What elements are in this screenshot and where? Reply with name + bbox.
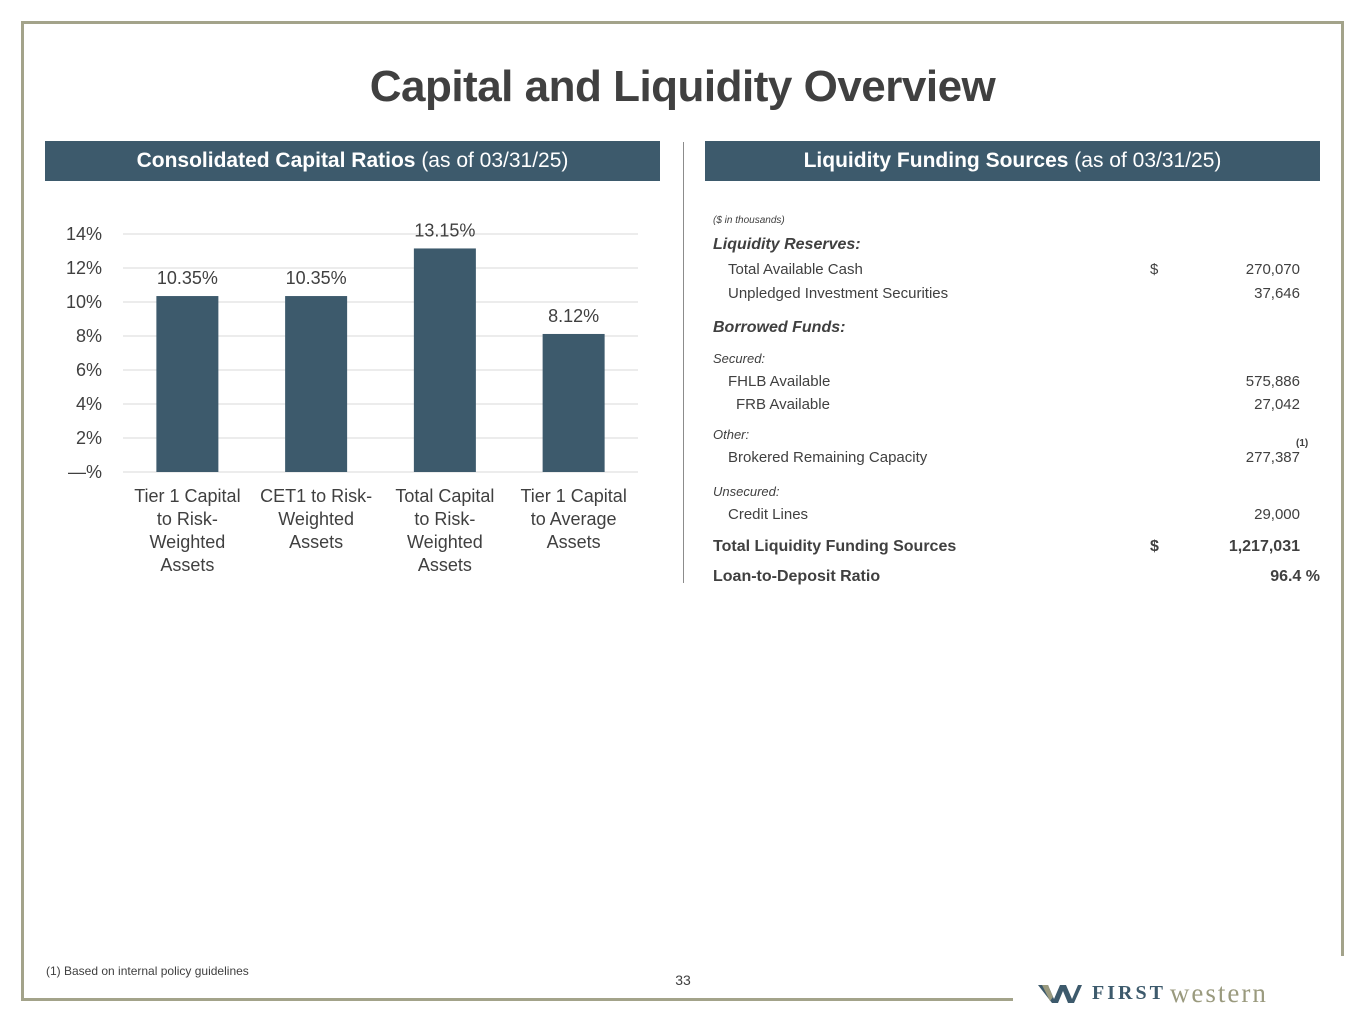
panel-divider xyxy=(683,142,684,583)
x-tick-label-line: Assets xyxy=(418,555,472,575)
liquidity-header-bold: Liquidity Funding Sources xyxy=(803,149,1069,172)
capital-ratios-header: Consolidated Capital Ratios (as of 03/31… xyxy=(45,141,660,181)
liquidity-table: ($ in thousands) Liquidity Reserves: Tot… xyxy=(713,205,1333,605)
x-tick-label: Total Capital to Risk- Weighted Assets xyxy=(395,486,494,575)
brokered-footnote-marker: (1) xyxy=(1296,438,1309,449)
capital-ratios-chart: —% 2% 4% 6% 8% 10% 12% 14% 10.35% Tier 1 Capital t… xyxy=(66,220,638,575)
frame-bottom xyxy=(21,998,1013,1001)
x-tick-label: CET1 to Risk- Weighted Assets xyxy=(260,486,372,552)
x-tick-label-line: Weighted xyxy=(407,532,483,552)
y-tick-label: —% xyxy=(68,462,102,482)
capital-ratios-header-bold: Consolidated Capital Ratios xyxy=(136,149,416,172)
x-tick-label-line: Weighted xyxy=(278,509,354,529)
total-available-cash-label: Total Available Cash xyxy=(728,261,863,278)
brokered-label: Brokered Remaining Capacity xyxy=(728,449,928,466)
bar xyxy=(285,296,348,472)
bar-value-label: 8.12% xyxy=(548,306,599,326)
y-tick-label: 12% xyxy=(66,258,102,278)
liquidity-header-date: (as of 03/31/25) xyxy=(1074,149,1222,172)
fhlb-value: 575,886 xyxy=(1245,373,1300,390)
capital-ratios-header-date: (as of 03/31/25) xyxy=(421,149,569,172)
units-note: ($ in thousands) xyxy=(713,215,785,226)
x-tick-label-line: Assets xyxy=(289,532,343,552)
bar-value-label: 10.35% xyxy=(286,268,347,288)
company-logo: FIRST western xyxy=(1038,978,1268,1009)
x-tick-label-line: Tier 1 Capital xyxy=(134,486,240,506)
total-funding-currency: $ xyxy=(1150,538,1159,555)
x-tick-label-line: to Risk- xyxy=(414,509,475,529)
x-tick-label-line: CET1 to Risk- xyxy=(260,486,372,506)
x-tick-label-line: Assets xyxy=(160,555,214,575)
bar-value-label: 10.35% xyxy=(157,268,218,288)
total-funding-label: Total Liquidity Funding Sources xyxy=(713,538,957,555)
y-tick-label: 14% xyxy=(66,224,102,244)
frb-value: 27,042 xyxy=(1254,396,1300,413)
bar xyxy=(542,333,605,472)
y-tick-label: 6% xyxy=(76,360,102,380)
other-heading: Other: xyxy=(713,427,750,442)
bar-value-label: 13.15% xyxy=(414,220,475,240)
frame-left xyxy=(21,21,24,1001)
x-tick-label-line: to Average xyxy=(531,509,617,529)
fhlb-label: FHLB Available xyxy=(728,373,831,390)
liquidity-header: Liquidity Funding Sources (as of 03/31/2… xyxy=(705,141,1320,181)
unpledged-value: 37,646 xyxy=(1254,285,1300,302)
page-number: 33 xyxy=(675,972,691,988)
x-tick-label: Tier 1 Capital to Risk- Weighted Assets xyxy=(134,486,240,575)
total-available-cash-currency: $ xyxy=(1150,261,1159,278)
frame-right xyxy=(1341,21,1344,956)
logo-w-icon xyxy=(1038,984,1082,1003)
y-tick-label: 8% xyxy=(76,326,102,346)
x-tick-label-line: Total Capital xyxy=(395,486,494,506)
logo-western: western xyxy=(1169,978,1268,1008)
credit-lines-value: 29,000 xyxy=(1254,506,1300,523)
page-title: Capital and Liquidity Overview xyxy=(369,62,996,111)
total-available-cash-value: 270,070 xyxy=(1245,261,1300,278)
total-funding-value: 1,217,031 xyxy=(1228,538,1300,555)
ltd-value: 96.4 % xyxy=(1270,568,1320,585)
logo-first: FIRST xyxy=(1092,982,1166,1004)
bar xyxy=(413,248,476,472)
ltd-label: Loan-to-Deposit Ratio xyxy=(713,568,881,585)
x-tick-label-line: to Risk- xyxy=(157,509,218,529)
frb-label: FRB Available xyxy=(736,396,830,413)
frame-top xyxy=(21,21,1344,24)
unpledged-label: Unpledged Investment Securities xyxy=(728,285,949,302)
y-tick-label: 10% xyxy=(66,292,102,312)
brokered-value: 277,387 xyxy=(1245,449,1300,466)
y-tick-label: 2% xyxy=(76,428,102,448)
x-tick-label-line: Weighted xyxy=(150,532,226,552)
secured-heading: Secured: xyxy=(713,351,766,366)
x-tick-label-line: Tier 1 Capital xyxy=(520,486,626,506)
unsecured-heading: Unsecured: xyxy=(713,484,780,499)
bar xyxy=(156,296,219,472)
footnote: (1) Based on internal policy guidelines xyxy=(46,964,249,978)
y-tick-label: 4% xyxy=(76,394,102,414)
x-tick-label-line: Assets xyxy=(547,532,601,552)
credit-lines-label: Credit Lines xyxy=(728,506,809,523)
x-tick-label: Tier 1 Capital to Average Assets xyxy=(520,486,626,552)
borrowed-heading: Borrowed Funds: xyxy=(713,319,846,336)
reserves-heading: Liquidity Reserves: xyxy=(713,236,861,253)
